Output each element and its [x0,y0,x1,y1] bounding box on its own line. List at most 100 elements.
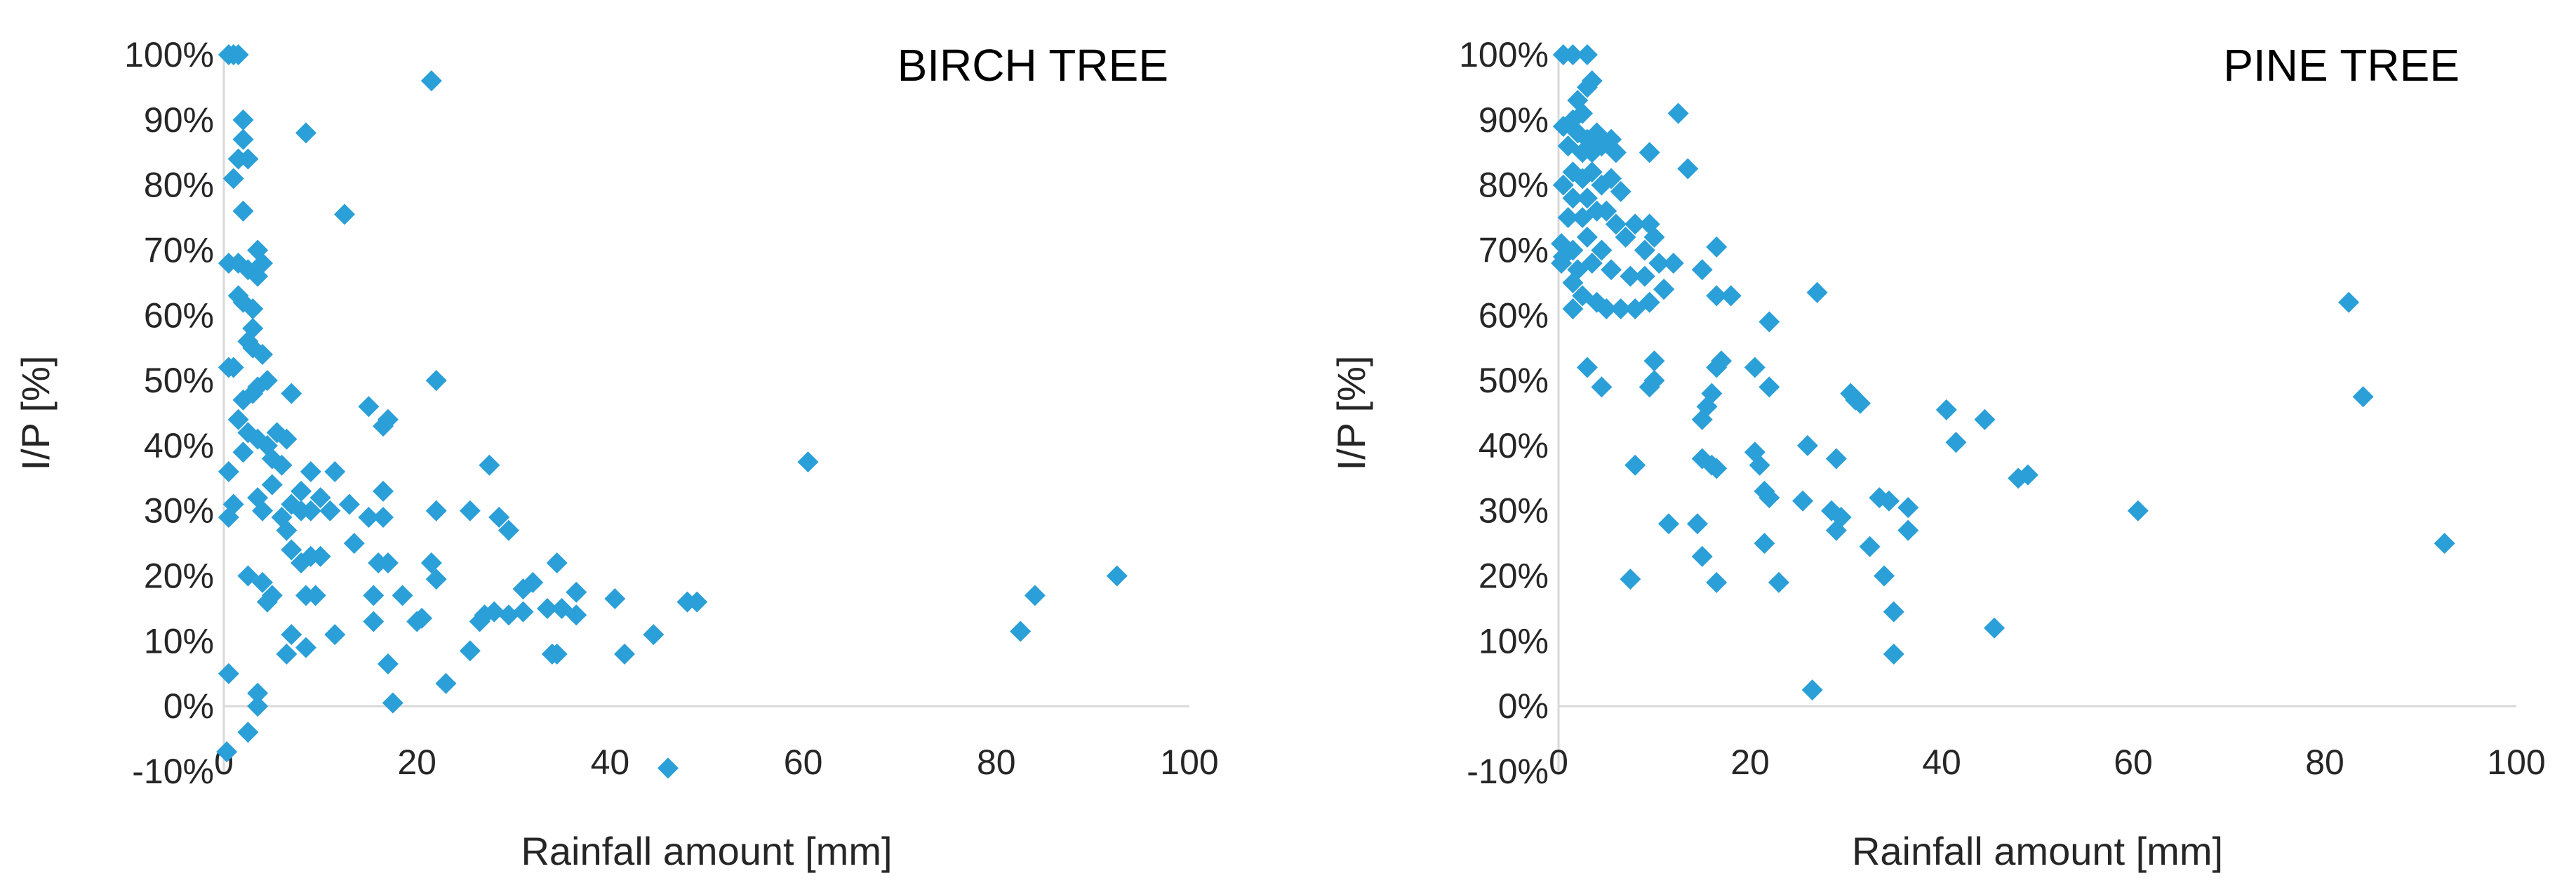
data-point [295,122,316,144]
data-point [382,692,403,714]
x-axis-title: Rainfall amount [mm] [521,829,892,873]
data-point [1591,376,1613,398]
data-point [1874,565,1895,587]
data-point [1591,174,1613,196]
data-point [1024,585,1046,606]
data-point [1596,200,1617,222]
x-tick-label: 20 [1730,743,1770,782]
data-point [1643,226,1665,248]
data-point [2338,291,2360,313]
data-point [1572,207,1594,229]
data-point [222,357,244,378]
data-point [295,637,316,658]
data-point [1883,643,1904,665]
data-point [420,70,442,92]
y-tick-label: 40% [1479,426,1549,465]
y-tick-label: 80% [1479,166,1549,205]
data-point [483,601,505,623]
data-point [363,611,385,632]
data-point [488,507,510,529]
y-tick-label: -10% [132,752,214,791]
data-point [1759,376,1780,398]
data-point [546,643,568,665]
data-point [1552,174,1574,196]
data-point [1634,239,1655,261]
data-point [2352,386,2374,408]
data-point [2017,464,2038,486]
data-point [1643,350,1665,372]
data-point [256,591,278,613]
data-point [373,480,394,502]
data-point [1825,448,1847,470]
data-point [435,672,457,694]
data-point [1859,536,1881,557]
data-point [1010,620,1032,642]
data-point [232,200,254,222]
data-point [1581,253,1603,274]
data-point [1974,409,1996,430]
data-point [498,604,519,626]
y-tick-label: 10% [1479,621,1549,660]
data-point [1806,281,1828,303]
data-point [1768,571,1789,593]
data-point [1605,142,1627,164]
y-tick-label: 10% [144,621,214,660]
x-tick-label: 80 [2305,743,2344,782]
y-tick-label: 0% [163,686,214,726]
data-point [281,624,302,646]
data-point [1849,392,1871,414]
data-point [242,298,264,319]
data-point [1610,298,1631,319]
data-point [218,507,239,529]
data-point [1551,253,1573,274]
data-point [1744,357,1766,378]
y-tick-label: 80% [144,166,214,205]
y-tick-label: 100% [124,35,214,74]
data-point [271,454,293,476]
data-point [218,461,239,483]
data-point [1648,253,1670,274]
data-point [1897,497,1919,519]
data-point [425,500,447,522]
data-point [2434,533,2455,554]
data-point [657,757,679,779]
data-point [1615,226,1636,248]
y-tick-label: 30% [144,491,214,531]
data-point [232,109,254,131]
data-point [566,581,587,603]
data-point [1576,187,1598,209]
data-point [1662,253,1684,274]
data-point [358,507,380,529]
birch-tree-chart: -10%0%10%20%30%40%50%60%70%80%90%100%0 20… [13,35,1219,873]
y-tick-label: 0% [1498,686,1549,726]
y-tick-label: 20% [1479,557,1549,596]
data-point [1706,236,1728,258]
data-point [1677,158,1699,180]
data-point [1576,226,1598,248]
data-point [227,44,249,65]
data-point [300,461,321,483]
data-point [309,545,331,567]
y-tick-label: 50% [1479,361,1549,400]
y-tick-label: 40% [144,426,214,465]
data-point [276,519,298,541]
data-point [247,265,269,287]
data-point [392,585,413,606]
data-point [1801,679,1823,700]
data-point [252,571,274,593]
data-point [1596,298,1617,319]
y-tick-label: -10% [1467,752,1549,791]
data-point [261,474,283,496]
data-point [522,571,544,593]
x-tick-label: 60 [2114,743,2153,782]
data-point [1610,180,1631,202]
y-tick-label: 70% [1479,230,1549,270]
y-tick-label: 30% [1479,491,1549,531]
data-point [1576,357,1598,378]
data-point [1984,617,2006,639]
data-point [459,500,481,522]
data-point [1624,454,1646,476]
x-tick-label: 80 [977,743,1016,782]
data-point [1653,279,1675,300]
